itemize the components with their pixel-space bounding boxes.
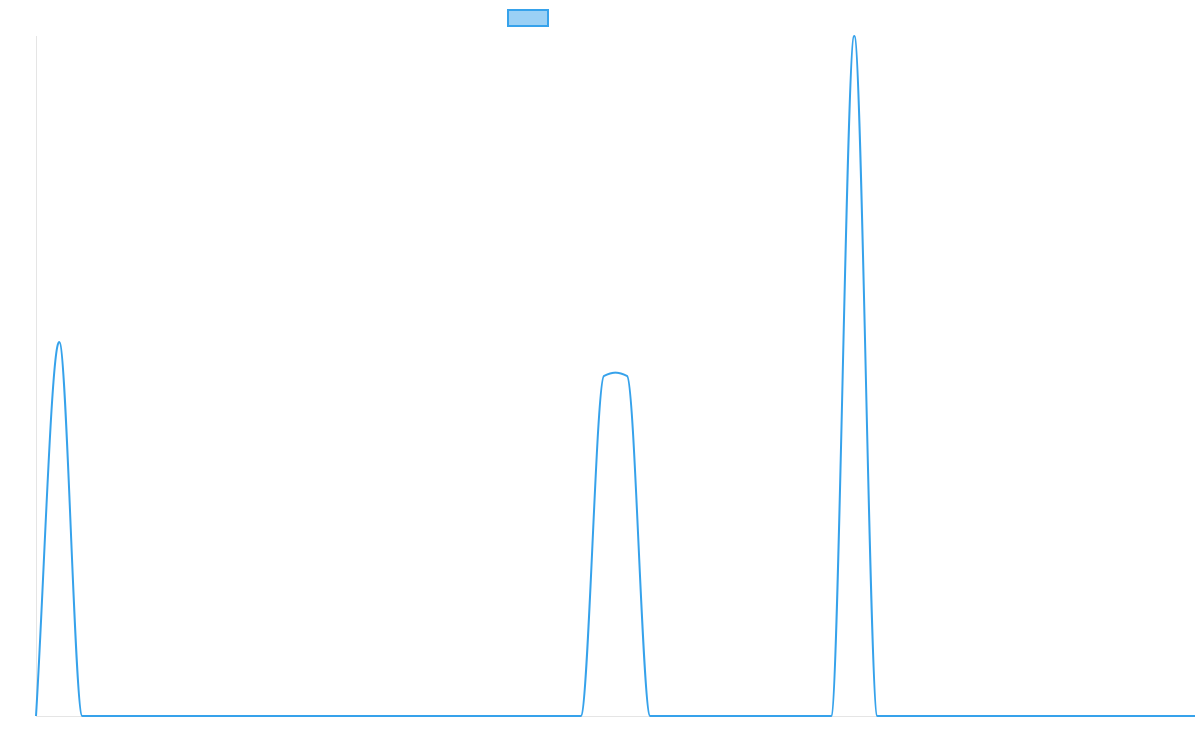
series-line-0[interactable] (35, 35, 1195, 717)
legend (507, 9, 549, 27)
legend-swatch[interactable] (507, 9, 549, 27)
series-layer (35, 35, 1195, 717)
axes (36, 36, 1195, 717)
